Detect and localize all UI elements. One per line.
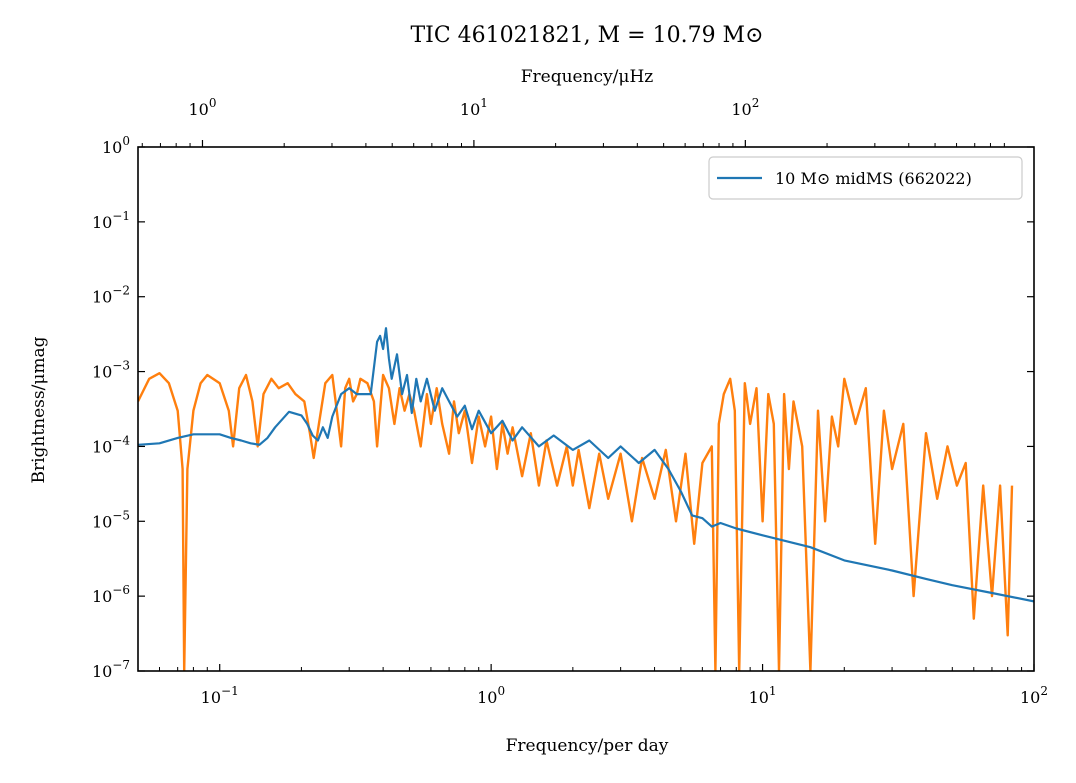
ticks-layer: 10−1 100 101 102 100 101 102 100 10−1 10−2 10−3 10−… (92, 96, 1048, 707)
legend-label: 10 M⊙ midMS (662022) (775, 169, 972, 188)
series-line-observed (138, 372, 1014, 671)
x-tick-label: 100 (477, 684, 505, 707)
y-tick-label: 10−7 (92, 658, 130, 681)
y-tick-label: 10−4 (92, 433, 130, 456)
top-x-tick-label: 102 (731, 96, 759, 119)
x-axis-label: Frequency/per day (506, 736, 669, 756)
plot-frame (137, 146, 1035, 672)
x-tick-label: 10−1 (201, 684, 239, 707)
x-tick-label: 101 (749, 684, 777, 707)
series-line-model (138, 327, 1034, 603)
y-tick-label: 10−5 (92, 508, 130, 531)
y-tick-label: 10−2 (92, 284, 130, 307)
top-x-tick-label: 100 (188, 96, 216, 119)
y-axis-label: Brightness/μmag (29, 336, 49, 483)
y-tick-label: 10−6 (92, 583, 130, 606)
x-tick-label: 102 (1020, 684, 1048, 707)
y-tick-label: 100 (102, 134, 130, 157)
top-x-axis-label: Frequency/μHz (521, 67, 654, 87)
y-tick-label: 10−1 (92, 209, 130, 232)
y-tick-label: 10−3 (92, 359, 130, 382)
chart-title: TIC 461021821, M = 10.79 M⊙ (410, 23, 763, 48)
legend-box (708, 156, 1023, 200)
series-layer (138, 327, 1034, 671)
top-x-tick-label: 101 (460, 96, 488, 119)
legend: 10 M⊙ midMS (662022) (708, 156, 1023, 200)
